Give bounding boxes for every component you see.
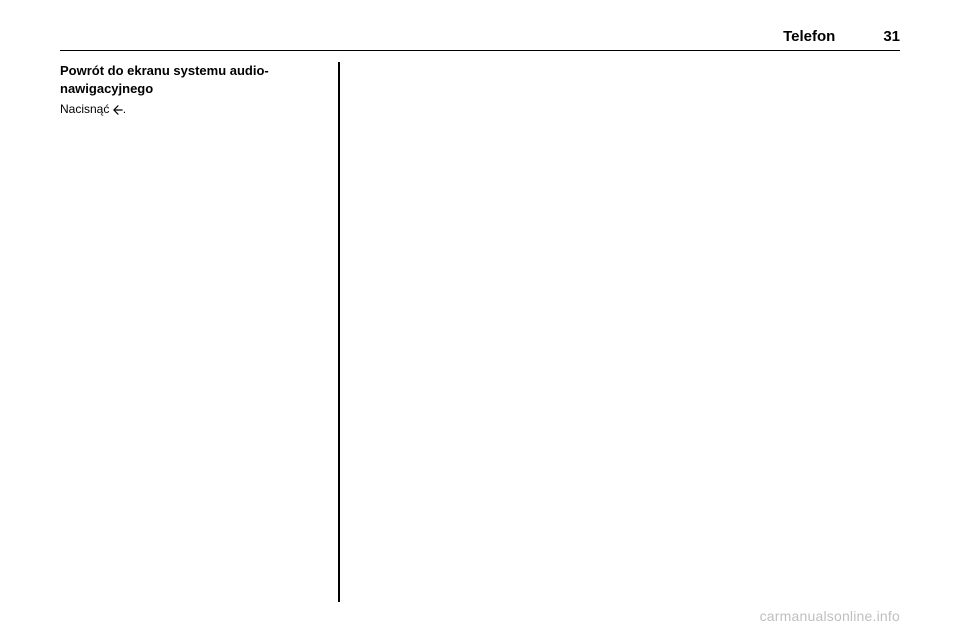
body-suffix: . — [123, 102, 126, 116]
watermark: carmanualsonline.info — [760, 608, 900, 624]
section-title: Telefon — [783, 28, 835, 45]
right-column — [340, 62, 901, 602]
manual-page: Telefon 31 Powrót do ekranu systemu audi… — [0, 0, 960, 642]
left-column: Powrót do ekranu systemu audio-nawigacyj… — [60, 62, 338, 602]
page-header: Telefon 31 — [60, 28, 900, 45]
body-prefix: Nacisnąć — [60, 102, 113, 116]
subheading: Powrót do ekranu systemu audio-nawigacyj… — [60, 62, 326, 97]
content-area: Powrót do ekranu systemu audio-nawigacyj… — [60, 62, 900, 602]
body-text: Nacisnąć . — [60, 101, 326, 118]
header-rule — [60, 50, 900, 51]
page-number: 31 — [883, 28, 900, 45]
back-icon — [113, 105, 123, 115]
